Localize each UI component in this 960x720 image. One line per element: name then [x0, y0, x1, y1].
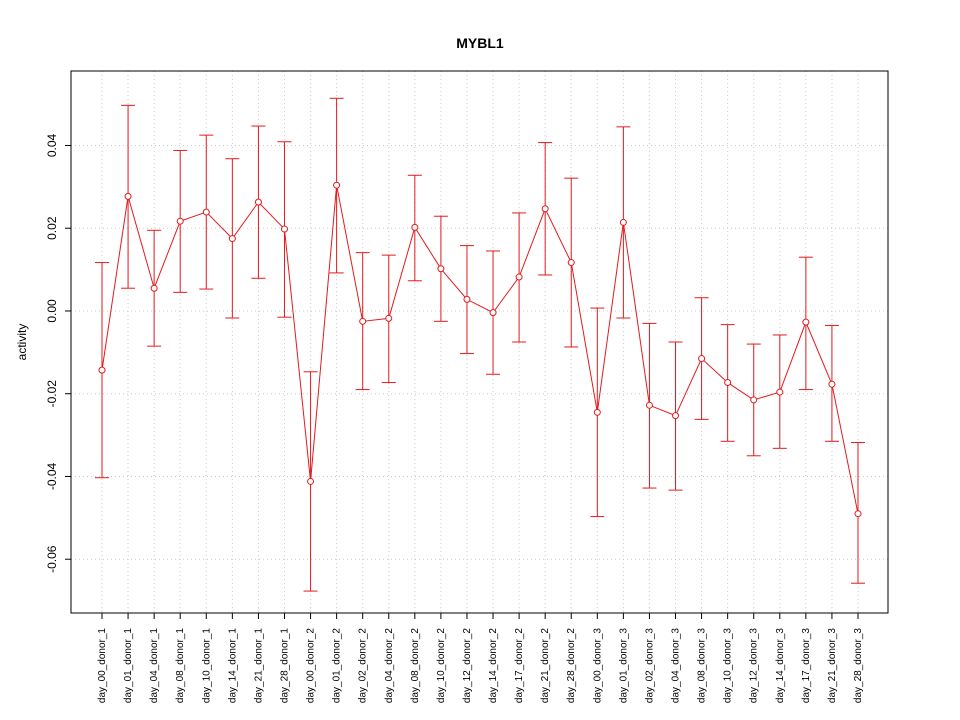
x-tick-label: day_21_donor_1	[253, 628, 264, 704]
frame-layer	[70, 70, 889, 614]
data-point	[411, 223, 419, 231]
y-axis-label: activity	[15, 324, 29, 361]
data-point	[98, 366, 106, 374]
x-tick-label: day_17_donor_2	[514, 628, 525, 704]
x-tick-label: day_14_donor_3	[775, 628, 786, 704]
x-tick-label: day_02_donor_2	[358, 628, 369, 704]
data-point	[567, 259, 575, 267]
x-tick-label: day_10_donor_2	[436, 628, 447, 704]
x-tick-label: day_00_donor_3	[592, 628, 603, 704]
data-point	[385, 314, 393, 322]
data-point	[124, 192, 132, 200]
data-point	[307, 477, 315, 485]
data-point	[202, 208, 210, 216]
y-tick-label: 0.00	[45, 299, 59, 323]
x-tick-label: day_08_donor_2	[410, 628, 421, 704]
x-tick-label: day_14_donor_1	[227, 628, 238, 704]
x-tick-label: day_04_donor_1	[149, 628, 160, 704]
x-tick-label: day_01_donor_3	[618, 628, 629, 704]
x-tick-label: day_14_donor_2	[488, 628, 499, 704]
chart-title: MYBL1	[456, 35, 504, 51]
data-point	[698, 355, 706, 363]
series-line	[101, 185, 859, 514]
x-tick-label: day_10_donor_1	[201, 628, 212, 704]
data-point	[254, 198, 262, 206]
data-point	[802, 318, 810, 326]
x-tick-label: day_28_donor_3	[853, 628, 864, 704]
y-tick-label: -0.04	[45, 462, 59, 490]
y-tick-label: 0.04	[45, 133, 59, 157]
data-point	[150, 284, 158, 292]
x-tick-label: day_10_donor_3	[723, 628, 734, 704]
y-tick-label: -0.06	[45, 545, 59, 573]
x-tick-label: day_02_donor_3	[644, 628, 655, 704]
axis-layer: -0.06 -0.04 -0.02 0.00 0.02 0.04 day_00_donor_…	[45, 133, 864, 703]
data-point	[672, 412, 680, 420]
data-point	[854, 510, 862, 518]
grid-layer	[71, 71, 888, 613]
data-point	[515, 273, 523, 281]
data-point	[724, 379, 732, 387]
x-tick-label: day_04_donor_3	[671, 628, 682, 704]
x-tick-label: day_12_donor_3	[749, 628, 760, 704]
x-tick-label: day_21_donor_2	[540, 628, 551, 704]
data-point	[750, 396, 758, 404]
series-layer	[95, 97, 865, 592]
data-point	[593, 408, 601, 416]
x-tick-label: day_08_donor_1	[175, 628, 186, 704]
data-point	[228, 235, 236, 243]
data-point	[828, 380, 836, 388]
x-tick-label: day_01_donor_1	[123, 628, 134, 704]
x-tick-label: day_00_donor_1	[97, 628, 108, 704]
data-point	[176, 217, 184, 225]
x-tick-label: day_28_donor_1	[279, 628, 290, 704]
y-tick-label: -0.02	[45, 380, 59, 408]
data-point	[333, 181, 341, 189]
x-tick-label: day_04_donor_2	[384, 628, 395, 704]
x-tick-label: day_21_donor_3	[827, 628, 838, 704]
data-point	[489, 309, 497, 317]
data-point	[280, 225, 288, 233]
data-point	[776, 388, 784, 396]
x-tick-label: day_00_donor_2	[306, 628, 317, 704]
data-point	[359, 317, 367, 325]
data-point	[437, 265, 445, 273]
y-tick-label: 0.02	[45, 216, 59, 240]
data-point	[541, 205, 549, 213]
data-point	[619, 218, 627, 226]
x-tick-label: day_08_donor_3	[697, 628, 708, 704]
x-tick-label: day_12_donor_2	[462, 628, 473, 704]
x-tick-label: day_28_donor_2	[566, 628, 577, 704]
data-point	[463, 295, 471, 303]
x-tick-label: day_01_donor_2	[332, 628, 343, 704]
data-point	[645, 401, 653, 409]
plot-frame	[70, 70, 889, 614]
x-tick-label: day_17_donor_3	[801, 628, 812, 704]
